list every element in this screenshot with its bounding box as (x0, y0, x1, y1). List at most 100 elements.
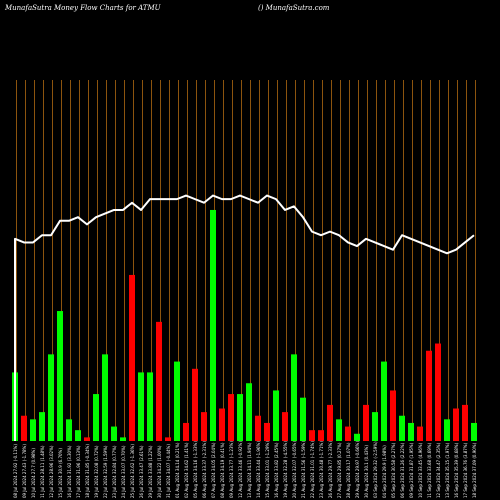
x-tick-label: 19 Jul 2024 32.08 (0.72%) (94, 445, 99, 498)
x-tick-label: 26 Jul 2024 33.47 (2.61%) (139, 445, 144, 498)
x-tick-label: 10 Sep 2024 33.45 (4.96%) (418, 442, 423, 498)
bar (30, 419, 36, 441)
bar (471, 422, 477, 441)
bar (39, 412, 45, 441)
x-tick-label: 30 Jul 2024 34.22 (1.00%) (157, 445, 162, 498)
x-tick-label: 10 Jul 2024 27.7 (0.98%) (31, 448, 36, 498)
x-tick-label: 06 Sep 2024 31.26 (2.22%) (400, 442, 405, 498)
x-tick-label: 11 Sep 2024 33.68 (0.69%) (427, 442, 432, 498)
money-flow-bars (12, 209, 477, 441)
bar (66, 419, 72, 441)
x-tick-label: 21 Aug 2024 31.56 (-1.59%) (301, 441, 306, 498)
x-tick-label: 03 Sep 2024 29.32 (-2.59%) (373, 441, 378, 498)
x-tick-label: 01 Aug 2024 34.14 (0.21%) (175, 442, 180, 498)
bar (147, 372, 153, 441)
x-tick-label: 09 Jul 2024 27.43 (-1.78%) (22, 444, 27, 498)
bar (399, 415, 405, 441)
x-tick-label: 25 Jul 2024 32.62 (-1.36%) (130, 444, 135, 498)
price-line (14, 194, 475, 441)
x-tick-label: 23 Aug 2024 30.48 (-1.71%) (319, 441, 324, 498)
x-tick-label: 18 Jul 2024 31.85 (-0.34%) (85, 444, 90, 498)
bar (120, 437, 126, 441)
x-tick-label: 17 Sep 2024 36.76 (3.87%) (463, 442, 468, 498)
x-tick-label: 05 Sep 2024 30.58 (2.27%) (391, 442, 396, 498)
bar (318, 430, 324, 441)
bar (57, 311, 63, 441)
bar (444, 419, 450, 441)
bar (102, 354, 108, 441)
bar (219, 408, 225, 441)
bar (183, 422, 189, 441)
x-tick-label: 11 Jul 2024 28.11 (1.48%) (40, 445, 45, 498)
bar (354, 433, 360, 441)
x-tick-label: 15 Jul 2024 30.9 (6.70%) (58, 448, 63, 498)
bar (201, 412, 207, 441)
x-tick-label: 16 Aug 2024 33.82 (2.45%) (274, 442, 279, 498)
bar (372, 412, 378, 441)
price-line-path (14, 194, 475, 441)
bar (453, 408, 459, 441)
x-tick-label: 09 Aug 2024 33.77 (-1.23%) (229, 441, 234, 498)
x-tick-label: 04 Sep 2024 29.9 (1.98%) (382, 445, 387, 498)
bar (363, 404, 369, 441)
x-tick-label: 22 Jul 2024 32.59 (1.59%) (103, 445, 108, 498)
x-tick-label: 02 Aug 2024 34.62 (1.41%) (184, 442, 189, 498)
bar (291, 354, 297, 441)
grid-lines (16, 80, 476, 441)
x-tick-label: 24 Jul 2024 33.07 (0.70%) (121, 445, 126, 498)
bar (228, 394, 234, 441)
x-tick-label: 30 Aug 2024 30.1 (0.43%) (364, 445, 369, 498)
x-tick-label: 29 Aug 2024 29.97 (-0.66%) (355, 441, 360, 498)
bar (462, 404, 468, 441)
bar (111, 426, 117, 441)
bar (255, 415, 261, 441)
x-tick-label: 05 Aug 2024 34.16 (-1.33%) (193, 441, 198, 498)
bar (273, 390, 279, 441)
x-tick-label: 19 Aug 2024 32.28 (-4.55%) (283, 441, 288, 498)
x-tick-label: 15 Aug 2024 33.01 (-1.29%) (265, 441, 270, 498)
bar (381, 361, 387, 441)
x-tick-label: 12 Jul 2024 28.96 (3.02%) (49, 445, 54, 498)
bar (156, 321, 162, 441)
bar (435, 343, 441, 441)
bar (264, 422, 270, 441)
bar (282, 412, 288, 441)
bar (93, 394, 99, 441)
x-tick-label: 12 Sep 2024 34.47 (2.35%) (436, 442, 441, 498)
bar (408, 422, 414, 441)
x-tick-label: 13 Sep 2024 35.15 (1.97%) (445, 442, 450, 498)
bar (192, 368, 198, 441)
x-tick-label: 18 Sep 2024 37.09 (0.90%) (472, 442, 477, 498)
x-tick-label: 08 Jul 2024 27.92 (-0.11%) (13, 444, 18, 498)
x-tick-label: 06 Aug 2024 33.37 (-2.31%) (202, 441, 207, 498)
x-tick-label: 12 Aug 2024 33.46 (-0.92%) (238, 441, 243, 498)
bar (174, 361, 180, 441)
x-tick-label: 09 Sep 2024 31.87 (1.95%) (409, 442, 414, 498)
x-tick-label: 28 Aug 2024 30.17 (1.07%) (346, 442, 351, 498)
bar (246, 383, 252, 441)
x-tick-label: 23 Jul 2024 32.84 (0.77%) (112, 445, 117, 498)
x-tick-label: 20 Aug 2024 32.07 (-0.65%) (292, 441, 297, 498)
x-tick-label: 22 Aug 2024 31.01 (-1.74%) (310, 441, 315, 498)
bar (300, 397, 306, 441)
x-tick-label: 14 Aug 2024 33.44 (-1.96%) (256, 441, 261, 498)
bar (417, 426, 423, 441)
bar (426, 350, 432, 441)
bar (237, 394, 243, 441)
bar (84, 437, 90, 441)
bar (75, 430, 81, 441)
site-credit: () MunafaSutra.com (258, 4, 330, 12)
bar (390, 390, 396, 441)
bar (48, 354, 54, 441)
x-tick-label: 26 Aug 2024 29.77 (-2.33%) (328, 441, 333, 498)
bar (210, 209, 216, 441)
bar (21, 415, 27, 441)
x-tick-label: 16 Jul 2024 31.92 (3.30%) (67, 445, 72, 498)
bar (327, 404, 333, 441)
x-tick-label: 07 Aug 2024 34.05 (2.04%) (211, 442, 216, 498)
bar (345, 426, 351, 441)
bar (309, 430, 315, 441)
x-tick-label: 29 Jul 2024 33.88 (1.22%) (148, 445, 153, 498)
x-tick-label: 08 Aug 2024 34.19 (0.41%) (220, 442, 225, 498)
